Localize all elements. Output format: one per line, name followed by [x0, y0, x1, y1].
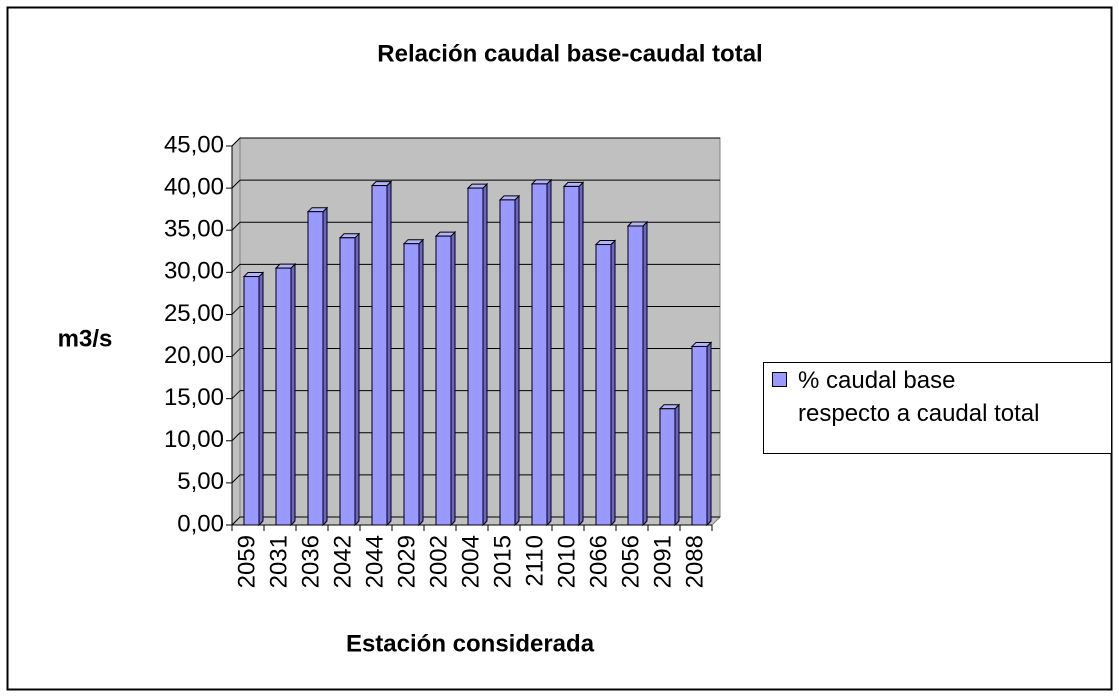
grid-line	[231, 390, 241, 400]
y-tick-label: 30,00	[164, 258, 224, 285]
bar	[627, 225, 644, 526]
grid-line	[231, 179, 241, 189]
x-tick-label: 2029	[393, 535, 420, 588]
bar-side	[674, 403, 680, 527]
y-tick-label: 40,00	[164, 173, 224, 200]
bar-side	[290, 262, 296, 527]
bar	[659, 408, 676, 526]
x-tick-label: 2015	[489, 535, 516, 588]
bar-side	[514, 194, 520, 527]
x-tick-label: 2066	[585, 535, 612, 588]
x-tick-label: 2088	[681, 535, 708, 588]
grid-line	[231, 348, 241, 357]
bar-side	[642, 220, 648, 527]
grid-line	[231, 516, 241, 526]
bar-top	[402, 239, 425, 245]
y-tick-label: 45,00	[164, 131, 224, 158]
bar-top	[530, 179, 553, 185]
bar-top	[242, 272, 265, 278]
bar-side	[578, 181, 584, 527]
x-tick-label: 2091	[649, 535, 676, 588]
bar-side	[546, 178, 552, 527]
bar	[275, 267, 292, 526]
bar	[467, 187, 484, 526]
bar-side	[322, 206, 328, 527]
bar	[563, 185, 580, 526]
bar-top	[370, 181, 393, 187]
bar	[499, 199, 516, 526]
x-tick-label: 2042	[329, 535, 356, 588]
bar	[435, 235, 452, 526]
bar	[243, 276, 260, 526]
bar	[531, 183, 548, 526]
y-axis-label: m3/s	[58, 325, 113, 352]
legend-box	[763, 362, 1112, 454]
y-tick-label: 0,00	[177, 510, 224, 537]
bar-side	[450, 230, 456, 527]
x-tick-label: 2002	[425, 535, 452, 588]
bar	[307, 211, 324, 526]
x-tick-label: 2036	[297, 535, 324, 588]
bar-top	[658, 404, 681, 410]
bar-top	[434, 231, 457, 237]
x-tick-label: 2110	[521, 535, 548, 587]
bar-side	[258, 271, 264, 527]
bar-top	[306, 207, 329, 213]
bar-top	[594, 240, 617, 246]
y-tick-label: 5,00	[177, 468, 224, 495]
bar	[403, 243, 420, 526]
bar-top	[690, 341, 713, 347]
grid-line	[231, 306, 241, 315]
bar	[595, 244, 612, 526]
grid-line	[231, 137, 241, 147]
bar-side	[354, 232, 360, 527]
chart-title: Relación caudal base-caudal total	[377, 40, 762, 67]
bar-top	[466, 183, 489, 189]
x-tick-label: 2010	[553, 535, 580, 588]
legend-marker	[772, 372, 787, 387]
bar-top	[626, 221, 649, 227]
y-tick-label: 15,00	[164, 384, 224, 411]
bar-top	[338, 233, 361, 239]
bar-top	[274, 263, 297, 269]
bar	[691, 345, 708, 526]
y-tick-label: 35,00	[164, 216, 224, 243]
bar-top	[562, 181, 585, 187]
x-tick-label: 2059	[233, 535, 260, 588]
y-tick-label: 20,00	[164, 342, 224, 369]
bar-side	[706, 341, 712, 527]
bar	[371, 185, 388, 526]
grid-line	[231, 263, 241, 273]
bar-side	[610, 239, 616, 527]
bar-side	[386, 180, 392, 527]
legend-label: % caudal base respecto a caudal total	[798, 367, 1040, 427]
grid-line	[231, 221, 241, 231]
y-tick-label: 25,00	[164, 300, 224, 327]
x-tick-label: 2044	[361, 535, 388, 588]
x-tick-label: 2056	[617, 535, 644, 588]
y-tick-label: 10,00	[164, 426, 224, 453]
x-axis-label: Estación considerada	[346, 630, 595, 657]
bar-top	[498, 195, 521, 201]
x-tick-label: 2031	[265, 535, 292, 588]
side-wall	[231, 136, 241, 527]
bar-side	[482, 182, 488, 527]
grid-line	[231, 474, 241, 484]
bar-side	[418, 238, 424, 527]
bar	[339, 237, 356, 526]
x-tick-label: 2004	[457, 535, 484, 588]
grid-line	[231, 432, 241, 442]
